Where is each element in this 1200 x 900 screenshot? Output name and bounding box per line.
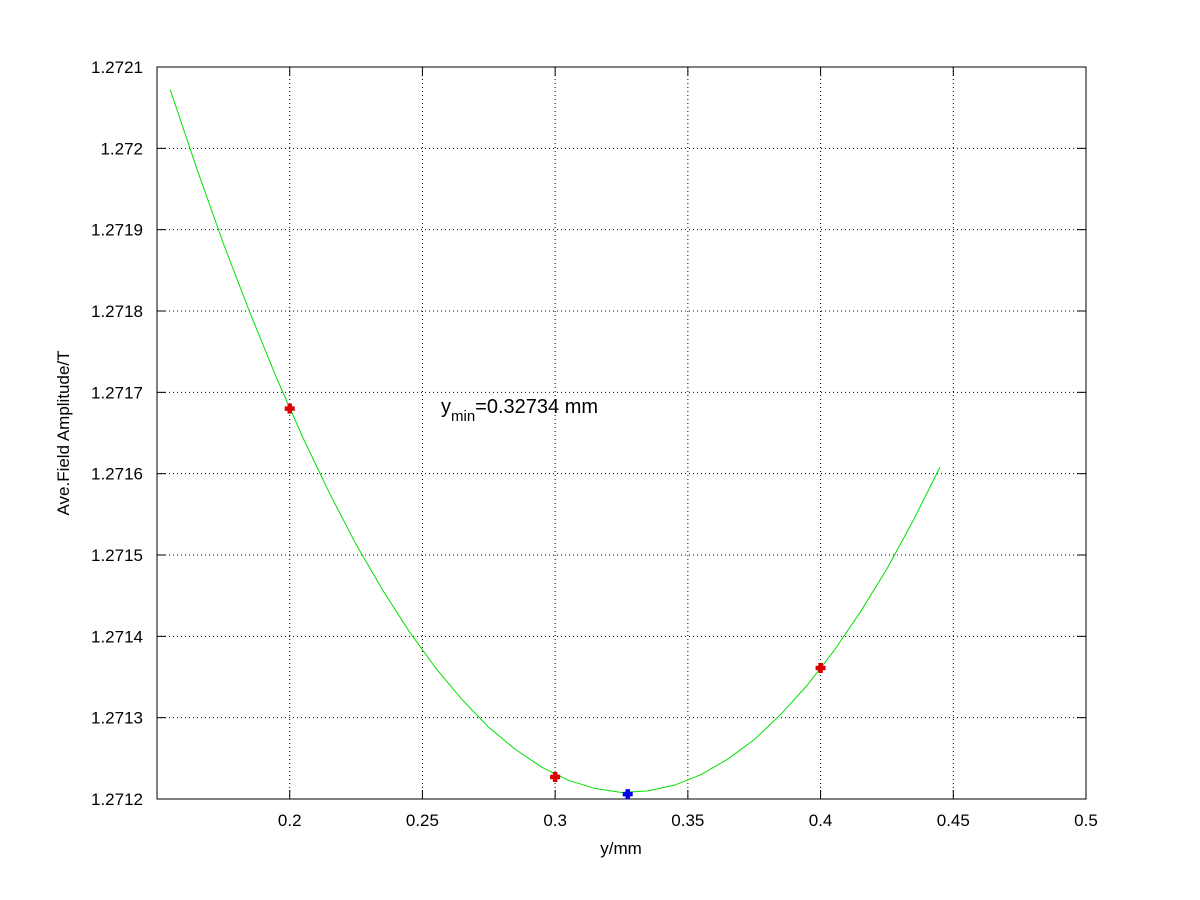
- y-tick-label: 1.2712: [91, 790, 143, 809]
- x-axis-label: y/mm: [600, 839, 642, 858]
- y-tick-label: 1.2713: [91, 709, 143, 728]
- y-tick-label: 1.2719: [91, 221, 143, 240]
- y-tick-label: 1.2717: [91, 383, 143, 402]
- x-tick-label: 0.35: [671, 811, 704, 830]
- data-point: [284, 403, 295, 414]
- annotation: ymin=0.32734 mm: [441, 396, 598, 425]
- x-tick-label: 0.5: [1074, 811, 1098, 830]
- y-tick-label: 1.2716: [91, 465, 143, 484]
- data-point: [622, 789, 633, 800]
- annotation-subscript: min: [451, 408, 475, 425]
- x-tick-label: 0.25: [406, 811, 439, 830]
- annotation-text: =0.32734 mm: [475, 396, 598, 418]
- y-tick-label: 1.2715: [91, 546, 143, 565]
- y-tick-label: 1.2721: [91, 58, 143, 77]
- x-tick-label: 0.2: [278, 811, 302, 830]
- plot-frame: [156, 66, 1087, 800]
- y-tick-label: 1.2714: [91, 627, 143, 646]
- x-tick-label: 0.45: [937, 811, 970, 830]
- y-tick-label: 1.2718: [91, 302, 143, 321]
- x-tick-label: 0.3: [543, 811, 567, 830]
- data-point: [815, 663, 826, 674]
- annotation-base: y: [441, 396, 451, 418]
- y-axis-label: Ave.Field Amplitude/T: [54, 350, 73, 515]
- data-point: [550, 772, 561, 783]
- x-tick-label: 0.4: [809, 811, 833, 830]
- y-tick-label: 1.272: [100, 139, 143, 158]
